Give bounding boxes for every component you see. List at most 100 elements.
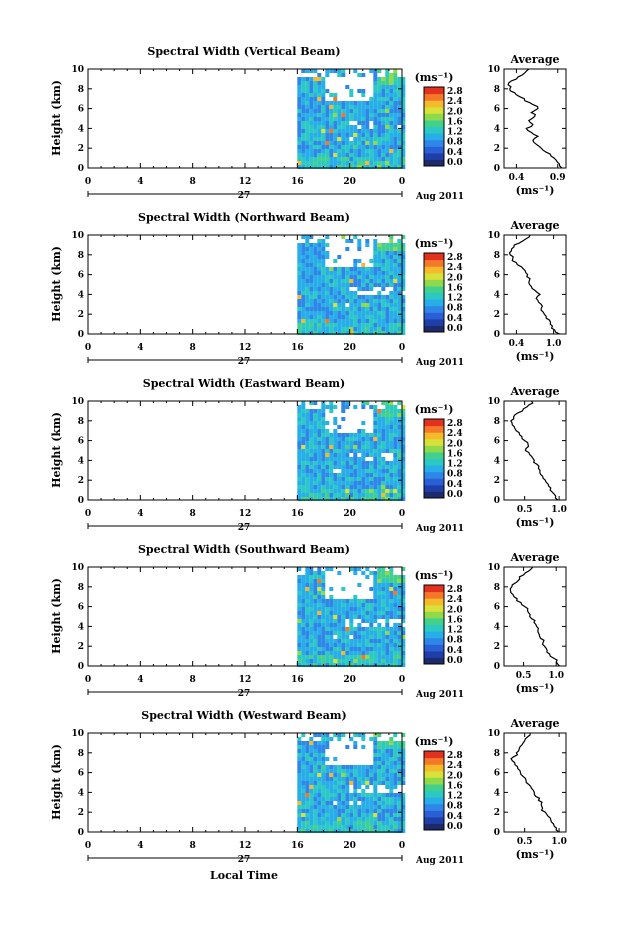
heatmap-cell [345,437,350,441]
heatmap-cell [353,291,358,295]
heatmap-cell [313,323,318,327]
heatmap-cell [329,817,334,821]
heatmap-cell [385,469,390,473]
heatmap-cell [357,327,362,331]
heatmap-cell [325,829,330,833]
heatmap-cell [401,133,406,137]
y-tick-label: 4 [78,124,84,134]
heatmap-cell [393,481,398,485]
heatmap-cell [401,287,406,291]
heatmap-cell [297,93,302,97]
heatmap-cell [329,647,334,651]
heatmap-cell [385,121,390,125]
heatmap-cell [297,413,302,417]
avg-y-tick-label: 10 [487,65,500,75]
heatmap-cell [305,425,310,429]
heatmap-cell [401,89,406,93]
heatmap-cell [365,275,370,279]
heatmap-cell [345,765,350,769]
heatmap-cell [365,401,370,405]
date-label: Aug 2011 [415,358,464,368]
heatmap-cell [333,631,338,635]
heatmap-cell [357,769,362,773]
heatmap-cell [389,821,394,825]
heatmap-cell [393,465,398,469]
heatmap-cell [345,149,350,153]
heatmap-cell [381,323,386,327]
heatmap-cell [361,319,366,323]
heatmap-cell [341,109,346,113]
heatmap-cell [305,591,310,595]
heatmap-cell [389,571,394,575]
heatmap-cell [401,141,406,145]
heatmap-cell [373,267,378,271]
heatmap-cell [365,311,370,315]
heatmap-cell [373,315,378,319]
heatmap-cell [325,445,330,449]
heatmap-cell [309,659,314,663]
heatmap-cell [393,109,398,113]
heatmap-cell [301,97,306,101]
heatmap-cell [305,287,310,291]
heatmap-cell [345,777,350,781]
heatmap-cell [357,733,362,737]
heatmap-cell [321,307,326,311]
heatmap-cell [365,319,370,323]
heatmap-cell [341,765,346,769]
heatmap-cell [333,311,338,315]
heatmap-cell [321,405,326,409]
heatmap-cell [389,161,394,165]
heatmap-cell [381,473,386,477]
heatmap-cell [353,797,358,801]
heatmap-cell [337,765,342,769]
heatmap-cell [345,121,350,125]
heatmap-cell [377,251,382,255]
heatmap-cell [401,457,406,461]
heatmap-cell [373,489,378,493]
heatmap-cell [353,793,358,797]
heatmap-cell [349,567,354,571]
heatmap-cell [381,485,386,489]
heatmap-cell [393,449,398,453]
heatmap-cell [313,271,318,275]
heatmap-cell [337,623,342,627]
heatmap-cell [305,445,310,449]
x-tick-label: 8 [190,675,196,685]
x-tick-label: 20 [343,509,356,519]
heatmap-cell [401,157,406,161]
heatmap-cell [357,331,362,335]
heatmap-cell [397,587,402,591]
heatmap-cell [397,105,402,109]
heatmap-cell [357,315,362,319]
heatmap-cell [389,769,394,773]
heatmap-cell [401,235,406,239]
heatmap-cell [309,801,314,805]
heatmap-cell [297,663,302,667]
heatmap-cell [345,481,350,485]
heatmap-cell [401,801,406,805]
heatmap-cell [397,485,402,489]
heatmap-cell [301,299,306,303]
heatmap-cell [329,105,334,109]
heatmap-cell [393,603,398,607]
heatmap-cell [393,279,398,283]
heatmap-cell [317,639,322,643]
heatmap-cell [389,311,394,315]
heatmap-cell [341,101,346,105]
heatmap-cell [333,733,338,737]
heatmap-cell [337,331,342,335]
colorbar-tick-label: 2.0 [447,439,463,449]
heatmap-cell [337,323,342,327]
heatmap-cell [401,619,406,623]
colorbar-frame [423,750,445,831]
heatmap-cell [341,105,346,109]
heatmap-cell [345,441,350,445]
heatmap-cell [301,485,306,489]
heatmap-cell [361,283,366,287]
heatmap-cell [361,485,366,489]
heatmap-cell [337,303,342,307]
heatmap-cell [309,275,314,279]
heatmap-cell [385,599,390,603]
heatmap-cell [393,319,398,323]
